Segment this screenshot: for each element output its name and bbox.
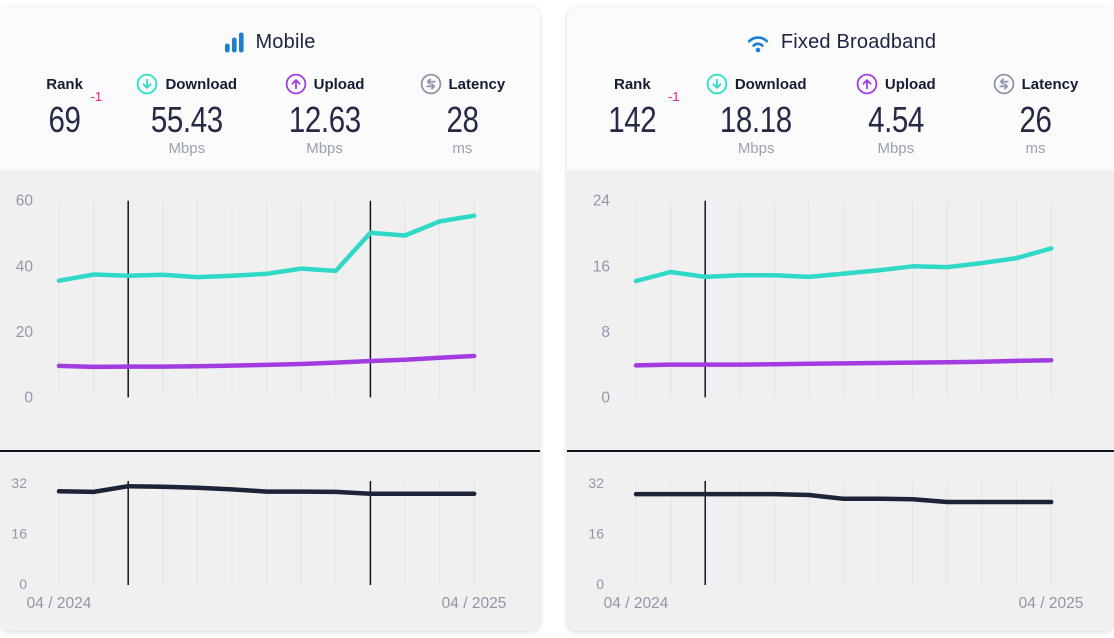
upload-unit: Mbps xyxy=(306,139,343,157)
svg-text:24: 24 xyxy=(593,193,611,210)
mobile-stats-row: Rank 69 -1 D xyxy=(0,72,540,157)
rank-label: Rank xyxy=(46,75,83,93)
mobile-x-axis-labels: 04 / 2024 04 / 2025 xyxy=(0,592,540,616)
wifi-icon xyxy=(745,32,771,53)
upload-stat: Upload 12.63 Mbps xyxy=(254,72,394,157)
rank-stat: Rank 69 -1 xyxy=(10,72,119,157)
chart-divider xyxy=(0,450,540,452)
download-icon xyxy=(706,73,728,95)
svg-text:40: 40 xyxy=(16,258,34,275)
upload-stat: Upload 4.54 Mbps xyxy=(825,72,967,157)
rank-value: 69 xyxy=(48,99,81,140)
latency-unit: ms xyxy=(452,139,473,157)
latency-stat: Latency 28 ms xyxy=(395,72,530,157)
svg-text:16: 16 xyxy=(11,526,27,542)
mobile-card: Mobile Rank 69 -1 xyxy=(0,7,540,631)
rank-label: Rank xyxy=(613,75,651,93)
svg-text:8: 8 xyxy=(601,324,610,341)
rank-delta-badge: -1 xyxy=(668,89,680,104)
fixed-speed-chart: 0 8 16 24 xyxy=(593,193,1054,406)
fixed-stats-row: Rank 142 -1 xyxy=(567,72,1114,157)
fixed-broadband-card: Fixed Broadband Rank 142 -1 xyxy=(567,7,1114,631)
card-title: Fixed Broadband xyxy=(780,31,937,53)
x-axis-start-label: 04 / 2024 xyxy=(26,595,92,612)
download-icon xyxy=(136,73,158,95)
download-label: Download xyxy=(165,75,238,93)
fixed-x-axis-labels: 04 / 2024 04 / 2025 xyxy=(567,592,1114,616)
mobile-title-row: Mobile xyxy=(0,7,540,54)
mobile-signal-bars-icon xyxy=(224,32,245,53)
svg-text:0: 0 xyxy=(24,389,33,406)
latency-label: Latency xyxy=(448,75,506,93)
rank-stat: Rank 142 -1 xyxy=(577,72,688,157)
mobile-speed-chart: 0 20 40 60 xyxy=(16,193,477,406)
x-axis-end-label: 04 / 2025 xyxy=(441,595,507,612)
card-title: Mobile xyxy=(255,31,316,53)
svg-text:0: 0 xyxy=(596,576,604,592)
download-label: Download xyxy=(734,75,807,93)
latency-value: 26 xyxy=(1019,99,1052,140)
rank-value: 142 xyxy=(608,99,657,140)
latency-icon xyxy=(420,73,442,95)
chart-divider xyxy=(567,450,1114,452)
download-unit: Mbps xyxy=(168,139,206,157)
download-unit: Mbps xyxy=(737,139,775,157)
fixed-chart-section: 0 8 16 24 0 16 32 04 / 2024 04 / 2025 xyxy=(567,170,1114,631)
svg-text:20: 20 xyxy=(16,324,34,341)
latency-unit: ms xyxy=(1025,139,1046,157)
rank-delta-badge: -1 xyxy=(90,89,103,104)
fixed-title-row: Fixed Broadband xyxy=(567,7,1114,54)
x-axis-start-label: 04 / 2024 xyxy=(603,595,669,612)
svg-text:32: 32 xyxy=(11,475,27,491)
download-stat: Download 55.43 Mbps xyxy=(119,72,254,157)
upload-icon xyxy=(285,73,307,95)
svg-text:60: 60 xyxy=(16,193,34,210)
upload-icon xyxy=(856,73,878,95)
upload-value: 12.63 xyxy=(288,99,361,140)
svg-text:16: 16 xyxy=(593,258,610,275)
latency-value: 28 xyxy=(446,99,479,140)
fixed-latency-chart: 0 16 32 xyxy=(588,475,1054,592)
download-stat: Download 18.18 Mbps xyxy=(688,72,825,157)
mobile-chart-section: 0 20 40 60 0 16 32 04 / 2024 04 / 2025 xyxy=(0,170,540,631)
download-value: 18.18 xyxy=(720,99,793,140)
x-axis-end-label: 04 / 2025 xyxy=(1018,595,1084,612)
svg-text:0: 0 xyxy=(601,389,610,406)
upload-label: Upload xyxy=(884,75,936,93)
upload-label: Upload xyxy=(313,75,365,93)
latency-stat: Latency 26 ms xyxy=(967,72,1104,157)
fixed-card-header: Fixed Broadband Rank 142 -1 xyxy=(567,7,1114,170)
latency-icon xyxy=(993,73,1015,95)
upload-unit: Mbps xyxy=(877,139,915,157)
download-value: 55.43 xyxy=(150,99,223,140)
mobile-card-header: Mobile Rank 69 -1 xyxy=(0,7,540,170)
mobile-latency-chart: 0 16 32 xyxy=(11,475,477,592)
svg-text:0: 0 xyxy=(19,576,27,592)
svg-text:16: 16 xyxy=(588,526,604,542)
latency-label: Latency xyxy=(1021,75,1079,93)
svg-text:32: 32 xyxy=(588,475,604,491)
upload-value: 4.54 xyxy=(867,99,924,140)
